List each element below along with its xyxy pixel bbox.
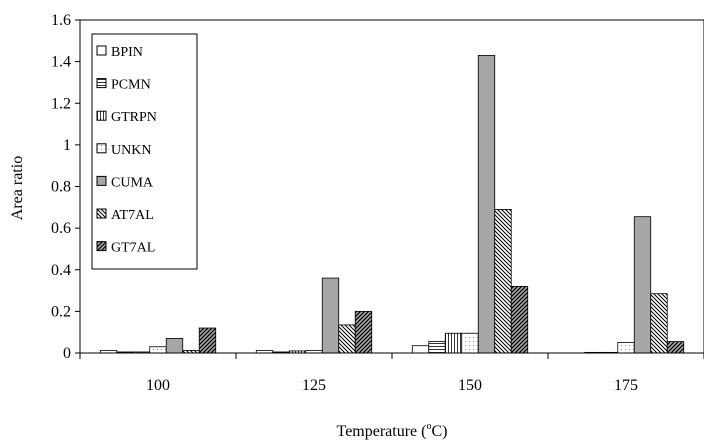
legend-swatch-unkn: [96, 143, 107, 154]
y-tick-label: 0: [63, 345, 71, 362]
bar-unkn-175: [617, 342, 635, 354]
x-tick-label: 175: [614, 377, 638, 394]
y-tick-label: 0.8: [51, 179, 71, 196]
legend-label-gt7al: GT7AL: [111, 241, 155, 256]
bar-cuma-175: [633, 216, 652, 354]
legend-swatch-at7al: [96, 208, 107, 219]
legend-box: [91, 33, 198, 270]
y-tick-label: 0.6: [51, 220, 71, 237]
legend-label-at7al: AT7AL: [111, 208, 154, 223]
legend-swatch-bpin: [96, 45, 107, 56]
legend-label-gtrpn: GTRPN: [111, 110, 157, 125]
bar-gt7al-125: [354, 310, 373, 354]
legend-label-bpin: BPIN: [111, 45, 143, 60]
bar-gt7al-150: [510, 285, 529, 354]
y-tick-label: 1.6: [51, 12, 71, 29]
bar-unkn-100: [149, 346, 167, 354]
bar-pcmn-150: [428, 341, 446, 354]
legend-swatch-gt7al: [96, 241, 107, 252]
bar-at7al-175: [650, 293, 668, 354]
y-tick-label: 1: [63, 137, 71, 154]
x-axis-ticks: 100 125 150 175: [79, 353, 704, 394]
y-tick-label: 0.4: [51, 262, 71, 279]
legend-label-pcmn: PCMN: [111, 78, 151, 93]
y-tick-label: 0.2: [51, 303, 71, 320]
y-tick-label: 1.2: [51, 95, 71, 112]
x-tick-label: 125: [302, 377, 326, 394]
y-axis-label: Area ratio: [9, 156, 26, 220]
x-tick-label: 150: [458, 377, 482, 394]
plot-area: [79, 19, 704, 354]
legend-swatch-pcmn: [96, 78, 107, 89]
legend-label-unkn: UNKN: [111, 143, 151, 158]
legend-swatch-gtrpn: [96, 110, 107, 121]
bar-cuma-100: [165, 338, 184, 354]
bar-at7al-125: [338, 324, 356, 354]
bar-cuma-125: [321, 277, 340, 354]
y-axis-ticks: 0 0.2 0.4 0.6 0.8 1 1.2 1.4 1.6: [51, 12, 80, 362]
bar-bpin-150: [411, 345, 430, 354]
bar-cuma-150: [477, 54, 496, 354]
bar-gtrpn-150: [444, 332, 463, 354]
bar-gt7al-175: [666, 341, 685, 354]
bar-at7al-150: [494, 208, 512, 354]
x-tick-label: 100: [146, 377, 170, 394]
legend-swatch-cuma: [96, 175, 107, 186]
x-axis-label: Temperature (oC): [337, 421, 448, 440]
bar-unkn-150: [461, 332, 479, 354]
y-tick-label: 1.4: [51, 54, 71, 71]
legend-label-cuma: CUMA: [111, 175, 154, 190]
bar-gt7al-100: [198, 327, 217, 354]
legend: BPIN PCMN GTRPN UNKN CUMA AT7AL GT7AL: [91, 33, 198, 270]
